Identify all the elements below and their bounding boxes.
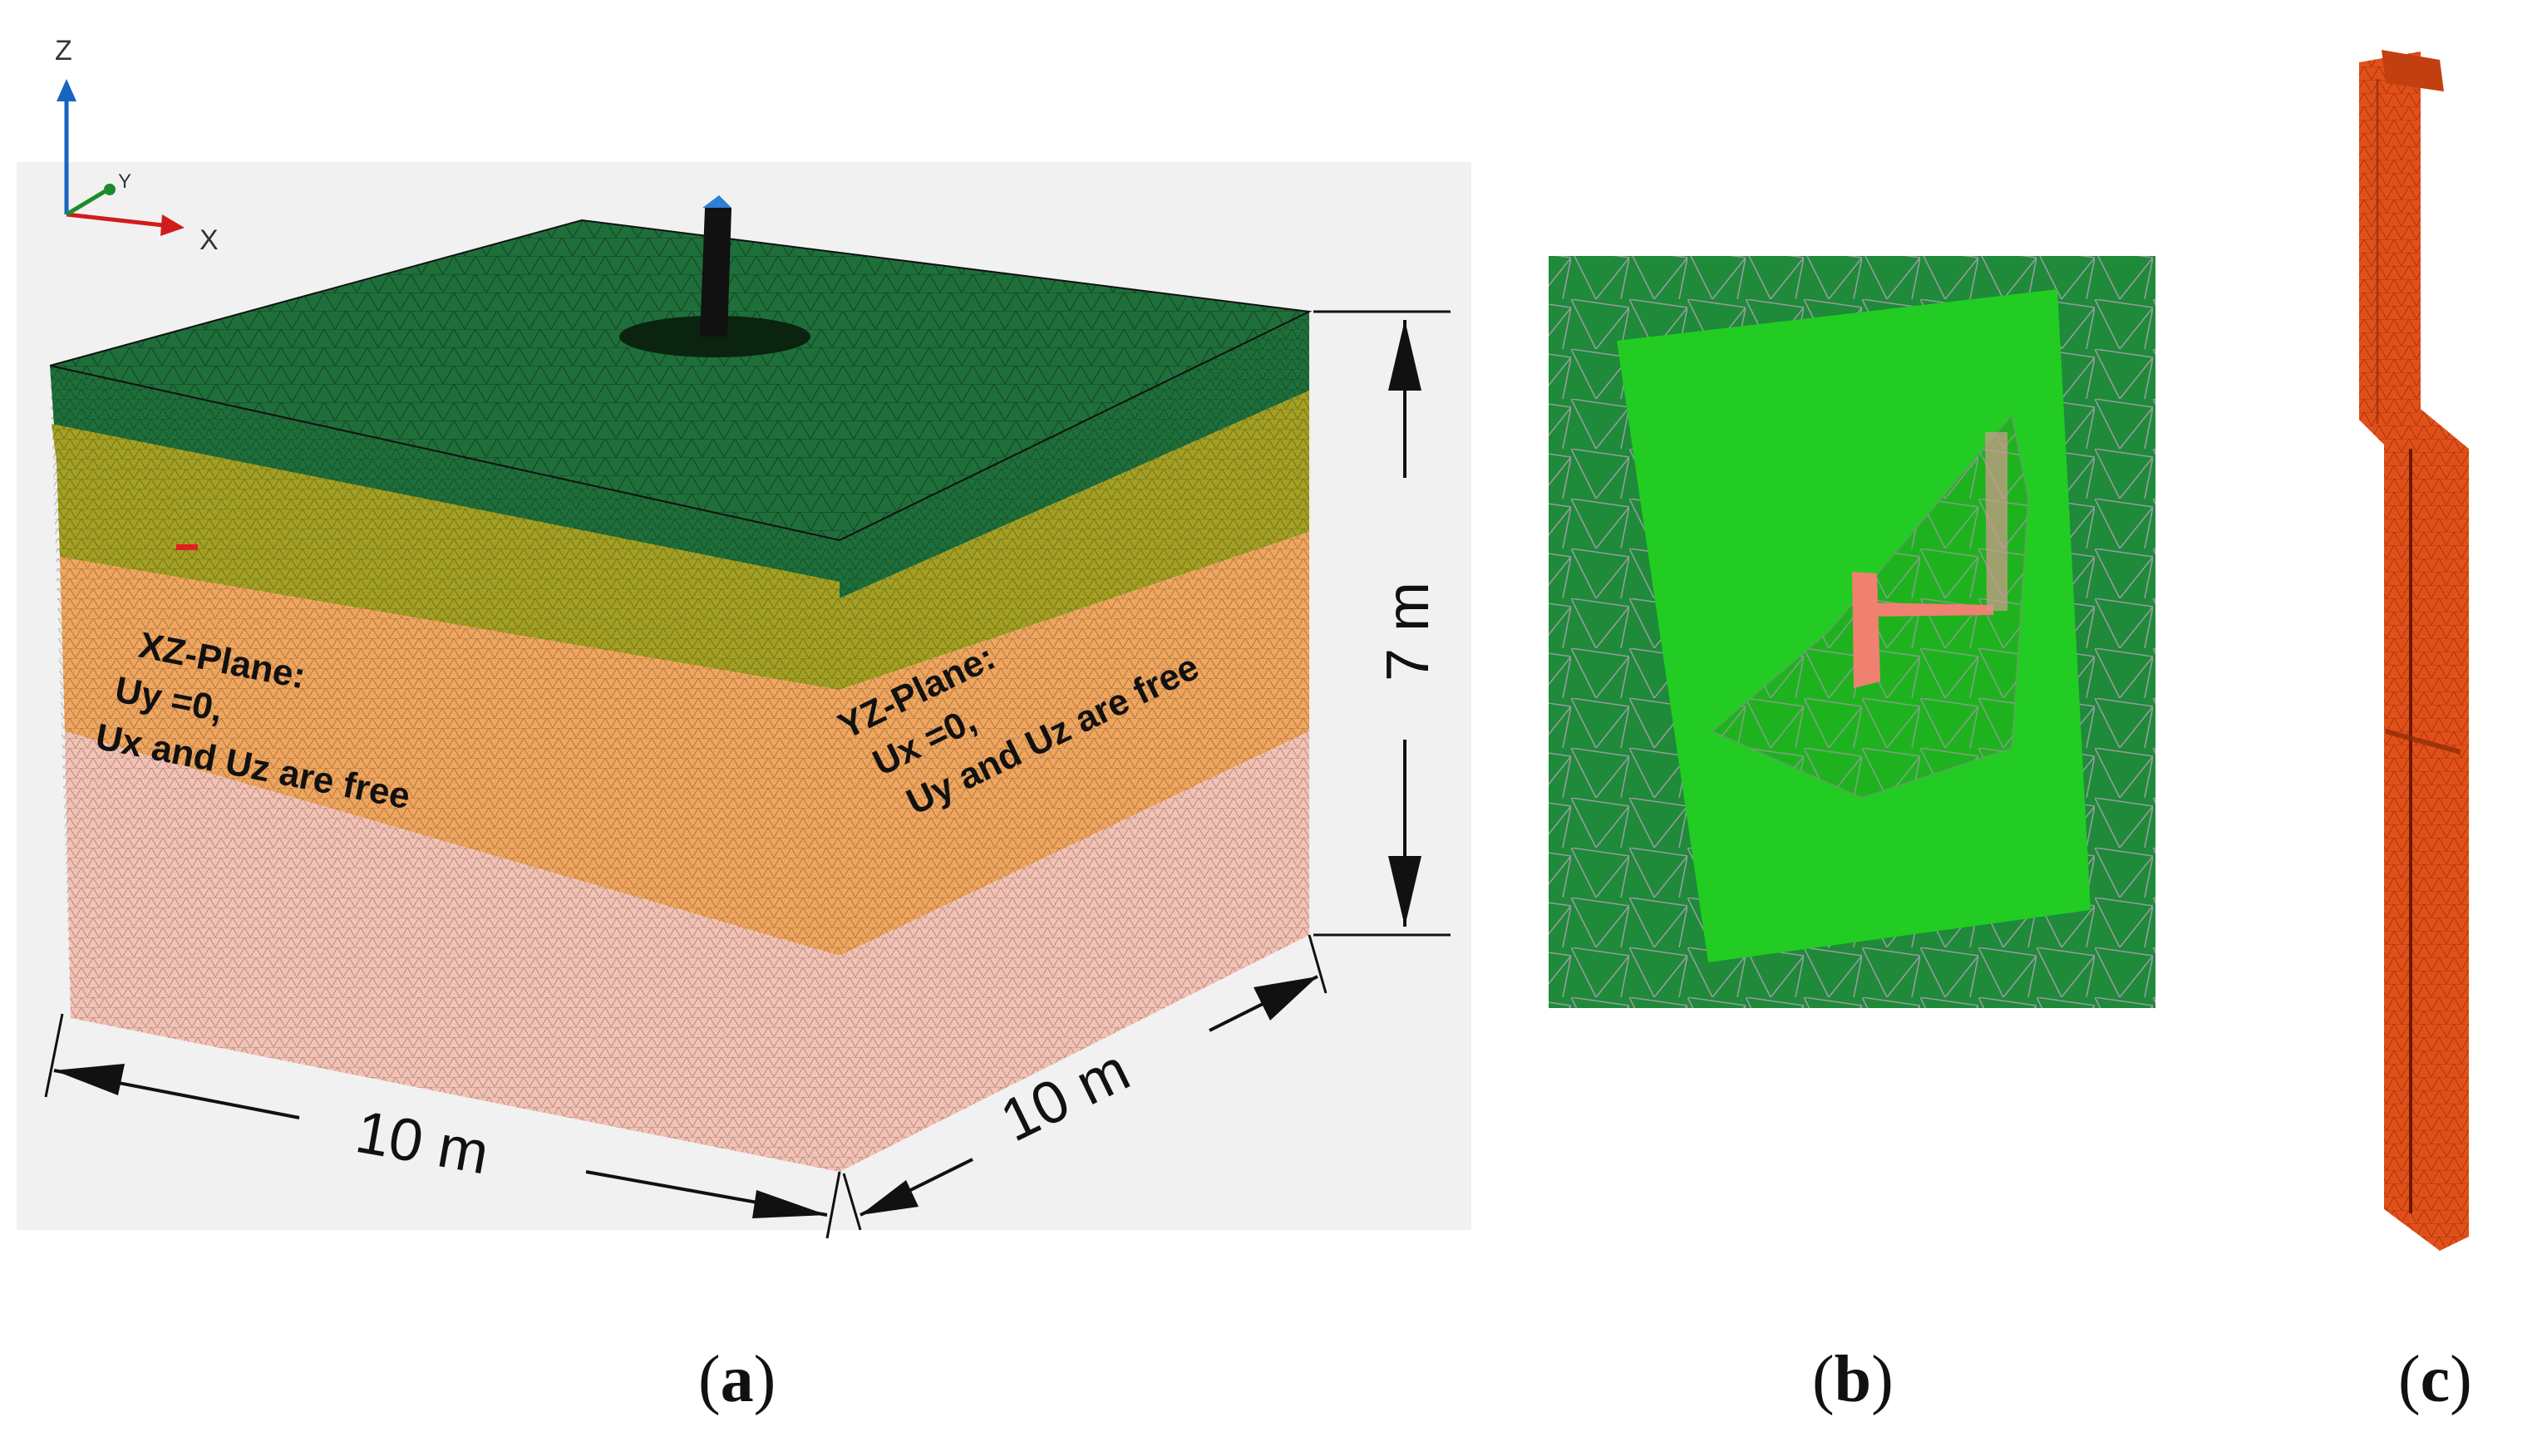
pile-flange bbox=[2382, 50, 2444, 91]
panel-c-caption: (c) bbox=[2398, 1343, 2472, 1416]
height-label: 7 m bbox=[1375, 582, 1441, 681]
panel-a-caption: (a) bbox=[698, 1343, 776, 1416]
height-arrow-down-icon bbox=[1388, 856, 1421, 927]
panel-a-soil-block: Z Y X XZ-Plane: Uy =0, Ux an bbox=[17, 35, 1471, 1239]
width-x-arrow-right-icon bbox=[752, 1190, 827, 1218]
z-axis-label: Z bbox=[55, 35, 72, 66]
y-axis-label: Y bbox=[118, 170, 131, 193]
z-axis-arrow-icon bbox=[57, 79, 76, 101]
pile-shaft bbox=[700, 208, 732, 337]
axis-triad: Z Y X bbox=[55, 35, 219, 256]
x-axis-label: X bbox=[200, 224, 219, 256]
y-axis-marker-icon bbox=[104, 184, 116, 195]
panel-b-caption: (b) bbox=[1812, 1343, 1894, 1416]
x-axis-arrow-icon bbox=[160, 214, 185, 236]
panel-b-mesh-closeup bbox=[1549, 256, 2155, 1008]
width-y-arrow-left-icon bbox=[860, 1180, 919, 1215]
width-y-arrow-right-icon bbox=[1254, 976, 1318, 1021]
height-arrow-up-icon bbox=[1388, 320, 1421, 391]
pile-tip-flange bbox=[1852, 572, 1880, 688]
width-x-arrow-left-icon bbox=[54, 1064, 125, 1095]
panel-c-pile-mesh bbox=[2359, 50, 2469, 1251]
height-dimension: 7 m bbox=[1313, 310, 1451, 937]
